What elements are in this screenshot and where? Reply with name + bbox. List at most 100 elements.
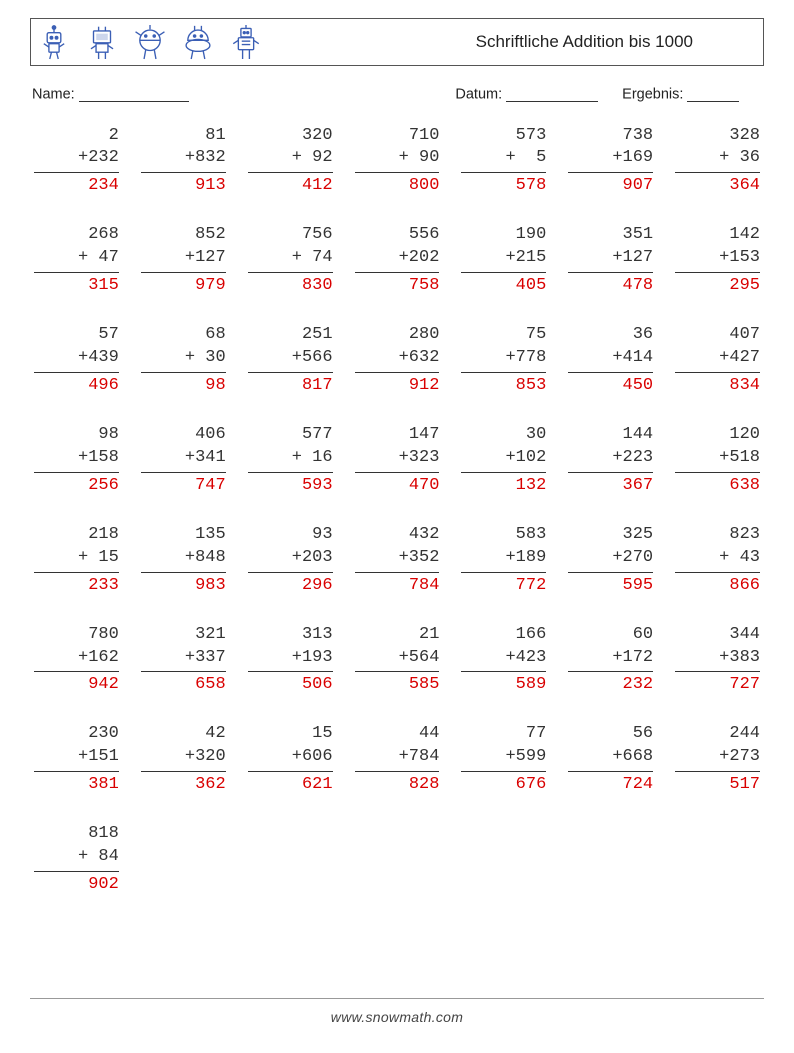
addend-bottom: +320 [141, 746, 226, 769]
worksheet-title: Schriftliche Addition bis 1000 [476, 32, 753, 52]
addend-top: 230 [34, 723, 119, 746]
addition-problem: 68+ 3098 [141, 324, 226, 398]
addition-problem: 93+203296 [248, 524, 333, 598]
addend-top: 98 [34, 424, 119, 447]
addend-bottom: +337 [141, 647, 226, 670]
addend-top: 42 [141, 723, 226, 746]
addition-problem: 320+ 92412 [248, 125, 333, 199]
name-blank[interactable] [79, 87, 189, 102]
answer: 496 [34, 372, 119, 398]
addend-top: 577 [248, 424, 333, 447]
addend-bottom: +202 [355, 247, 440, 270]
answer: 367 [568, 472, 653, 498]
addend-bottom: +599 [461, 746, 546, 769]
answer: 593 [248, 472, 333, 498]
addend-top: 75 [461, 324, 546, 347]
addition-problem: 75+778853 [461, 324, 546, 398]
addition-problem: 406+341747 [141, 424, 226, 498]
addend-bottom: +151 [34, 746, 119, 769]
addend-top: 321 [141, 624, 226, 647]
addend-top: 818 [34, 823, 119, 846]
addition-problem: 57+439496 [34, 324, 119, 398]
addition-problem: 77+599676 [461, 723, 546, 797]
addition-problem: 818+ 84902 [34, 823, 119, 897]
answer: 595 [568, 572, 653, 598]
addition-problem: 577+ 16593 [248, 424, 333, 498]
addend-bottom: +564 [355, 647, 440, 670]
addition-problem: 268+ 47315 [34, 224, 119, 298]
addend-bottom: +414 [568, 347, 653, 370]
answer: 983 [141, 572, 226, 598]
addition-problem: 852+127979 [141, 224, 226, 298]
answer: 381 [34, 771, 119, 797]
result-blank[interactable] [687, 87, 739, 102]
addend-bottom: +566 [248, 347, 333, 370]
addition-problem: 60+172232 [568, 624, 653, 698]
robot-icon [181, 23, 215, 61]
robot-icon [133, 23, 167, 61]
addend-bottom: +848 [141, 547, 226, 570]
robot-icon [85, 23, 119, 61]
addend-top: 190 [461, 224, 546, 247]
answer: 830 [248, 272, 333, 298]
addition-problem: 325+270595 [568, 524, 653, 598]
addend-top: 320 [248, 125, 333, 148]
answer: 979 [141, 272, 226, 298]
addition-problem: 2+232234 [34, 125, 119, 199]
answer: 132 [461, 472, 546, 498]
addend-top: 135 [141, 524, 226, 547]
addend-bottom: +232 [34, 147, 119, 170]
answer: 758 [355, 272, 440, 298]
addend-bottom: +423 [461, 647, 546, 670]
answer: 470 [355, 472, 440, 498]
addend-bottom: +439 [34, 347, 119, 370]
answer: 907 [568, 172, 653, 198]
header-bar: Schriftliche Addition bis 1000 [30, 18, 764, 66]
addend-bottom: +102 [461, 447, 546, 470]
addend-bottom: +606 [248, 746, 333, 769]
addend-bottom: +223 [568, 447, 653, 470]
answer: 724 [568, 771, 653, 797]
addend-top: 344 [675, 624, 760, 647]
addend-bottom: + 43 [675, 547, 760, 570]
addend-top: 2 [34, 125, 119, 148]
answer: 295 [675, 272, 760, 298]
addition-problem: 190+215405 [461, 224, 546, 298]
answer: 506 [248, 671, 333, 697]
addend-bottom: +189 [461, 547, 546, 570]
addend-bottom: +784 [355, 746, 440, 769]
addend-bottom: +352 [355, 547, 440, 570]
addend-top: 21 [355, 624, 440, 647]
addition-problem: 36+414450 [568, 324, 653, 398]
addend-bottom: + 92 [248, 147, 333, 170]
answer: 747 [141, 472, 226, 498]
addend-top: 93 [248, 524, 333, 547]
addend-bottom: + 5 [461, 147, 546, 170]
answer: 578 [461, 172, 546, 198]
answer: 478 [568, 272, 653, 298]
addend-bottom: + 84 [34, 846, 119, 869]
addend-top: 556 [355, 224, 440, 247]
date-blank[interactable] [506, 87, 598, 102]
answer: 800 [355, 172, 440, 198]
addition-problem: 142+153295 [675, 224, 760, 298]
answer: 517 [675, 771, 760, 797]
addend-bottom: +153 [675, 247, 760, 270]
addend-bottom: +169 [568, 147, 653, 170]
addend-top: 738 [568, 125, 653, 148]
addition-problem: 351+127478 [568, 224, 653, 298]
addend-bottom: + 74 [248, 247, 333, 270]
addition-problem: 556+202758 [355, 224, 440, 298]
answer: 834 [675, 372, 760, 398]
addition-problem: 15+606621 [248, 723, 333, 797]
addend-bottom: +341 [141, 447, 226, 470]
addend-top: 60 [568, 624, 653, 647]
addend-top: 147 [355, 424, 440, 447]
addend-bottom: +832 [141, 147, 226, 170]
answer: 772 [461, 572, 546, 598]
addition-problem: 166+423589 [461, 624, 546, 698]
addition-problem: 144+223367 [568, 424, 653, 498]
addend-bottom: +518 [675, 447, 760, 470]
addition-problem: 328+ 36364 [675, 125, 760, 199]
addition-problem: 738+169907 [568, 125, 653, 199]
